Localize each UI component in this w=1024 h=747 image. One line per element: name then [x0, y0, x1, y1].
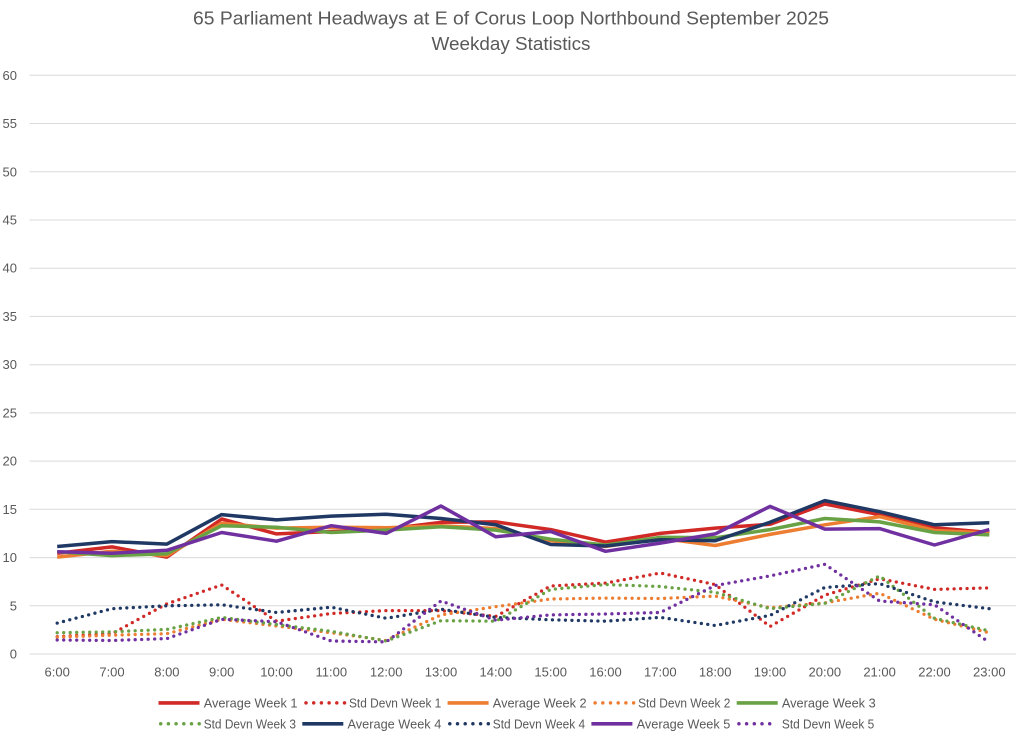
- svg-text:11:00: 11:00: [316, 664, 348, 679]
- svg-text:14:00: 14:00: [480, 664, 513, 679]
- svg-text:20:00: 20:00: [809, 664, 842, 679]
- svg-text:55: 55: [3, 116, 17, 131]
- svg-text:8:00: 8:00: [154, 664, 179, 679]
- svg-text:30: 30: [3, 357, 17, 372]
- svg-text:22:00: 22:00: [918, 664, 951, 679]
- svg-text:15:00: 15:00: [534, 664, 567, 679]
- svg-text:25: 25: [3, 405, 17, 420]
- svg-text:Average Week 4: Average Week 4: [348, 716, 442, 731]
- svg-text:Std Devn Week 4: Std Devn Week 4: [493, 716, 585, 731]
- svg-text:45: 45: [3, 213, 17, 228]
- svg-text:Std Devn Week 1: Std Devn Week 1: [349, 696, 441, 711]
- svg-text:Std Devn Week 3: Std Devn Week 3: [204, 716, 296, 731]
- svg-text:10:00: 10:00: [260, 664, 293, 679]
- svg-text:6:00: 6:00: [45, 664, 70, 679]
- svg-text:21:00: 21:00: [863, 664, 896, 679]
- svg-text:19:00: 19:00: [754, 664, 787, 679]
- svg-text:Average Week 1: Average Week 1: [204, 696, 298, 711]
- svg-text:10: 10: [3, 550, 17, 565]
- svg-text:5: 5: [10, 598, 17, 613]
- svg-text:23:00: 23:00: [973, 664, 1006, 679]
- svg-text:Average Week 5: Average Week 5: [637, 716, 731, 731]
- svg-text:50: 50: [3, 164, 17, 179]
- svg-text:Std Devn Week 2: Std Devn Week 2: [638, 696, 730, 711]
- svg-text:60: 60: [3, 68, 17, 83]
- svg-text:35: 35: [3, 309, 17, 324]
- svg-text:9:00: 9:00: [209, 664, 234, 679]
- svg-text:18:00: 18:00: [699, 664, 732, 679]
- svg-text:40: 40: [3, 261, 17, 276]
- svg-text:Std Devn Week 5: Std Devn Week 5: [782, 716, 874, 731]
- svg-text:0: 0: [10, 647, 17, 662]
- svg-text:Average Week 3: Average Week 3: [782, 696, 876, 711]
- svg-text:13:00: 13:00: [425, 664, 458, 679]
- svg-text:Weekday Statistics: Weekday Statistics: [432, 33, 591, 54]
- svg-text:20: 20: [3, 454, 17, 469]
- svg-text:12:00: 12:00: [370, 664, 403, 679]
- svg-text:Average Week 2: Average Week 2: [493, 696, 587, 711]
- svg-text:15: 15: [3, 502, 17, 517]
- svg-text:16:00: 16:00: [589, 664, 622, 679]
- svg-text:17:00: 17:00: [644, 664, 677, 679]
- svg-text:65 Parliament Headways at E of: 65 Parliament Headways at E of Corus Loo…: [193, 8, 829, 29]
- svg-text:7:00: 7:00: [99, 664, 124, 679]
